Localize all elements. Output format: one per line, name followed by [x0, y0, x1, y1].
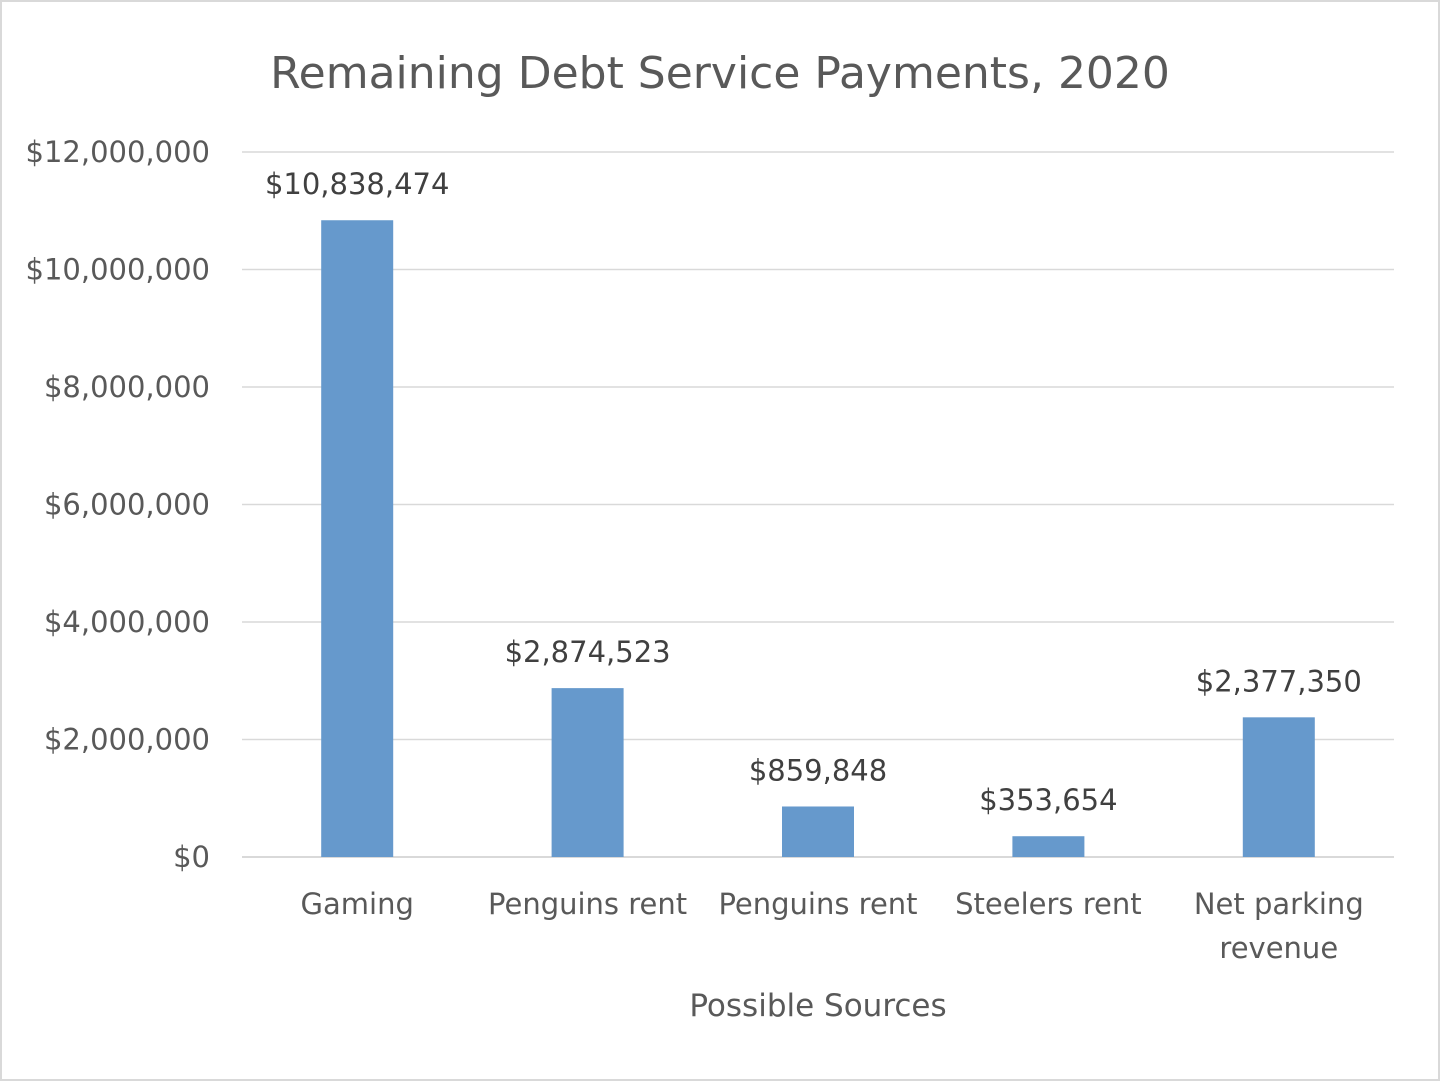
bar: [782, 806, 854, 857]
x-axis-category-labels: Gaming Penguins rent Penguins rent Steelers…: [301, 887, 1364, 965]
y-tick-label: $8,000,000: [44, 370, 210, 404]
y-tick-label: $4,000,000: [44, 605, 210, 639]
x-tick-label: Net parking revenue: [1194, 887, 1364, 965]
x-tick-label: Penguins rent: [718, 887, 917, 921]
bars: [321, 220, 1315, 858]
bar: [1012, 836, 1085, 857]
bar: [1242, 717, 1315, 857]
y-tick-label: $0: [173, 840, 210, 874]
x-tick-label: Steelers rent: [955, 887, 1142, 921]
data-label: $353,654: [979, 783, 1117, 817]
data-label: $2,874,523: [505, 635, 671, 669]
data-label: $2,377,350: [1196, 664, 1362, 698]
x-tick-label: Penguins rent: [488, 887, 687, 921]
y-tick-label: $12,000,000: [26, 135, 211, 169]
y-tick-label: $10,000,000: [26, 253, 211, 287]
y-axis-tick-labels: $0 $2,000,000 $4,000,000 $6,000,000 $8,000,0…: [26, 135, 211, 874]
x-tick-label: Gaming: [301, 887, 414, 921]
data-label: $859,848: [749, 753, 887, 787]
x-axis-title: Possible Sources: [689, 988, 946, 1024]
bar: [321, 220, 394, 858]
bar: [551, 688, 624, 857]
gridlines: [242, 151, 1394, 858]
y-tick-label: $2,000,000: [44, 723, 210, 757]
chart-title: Remaining Debt Service Payments, 2020: [270, 48, 1170, 99]
y-tick-label: $6,000,000: [44, 488, 210, 522]
data-label: $10,838,474: [265, 167, 450, 201]
data-labels: $10,838,474 $2,874,523 $859,848 $353,654 $2,…: [265, 167, 1362, 817]
